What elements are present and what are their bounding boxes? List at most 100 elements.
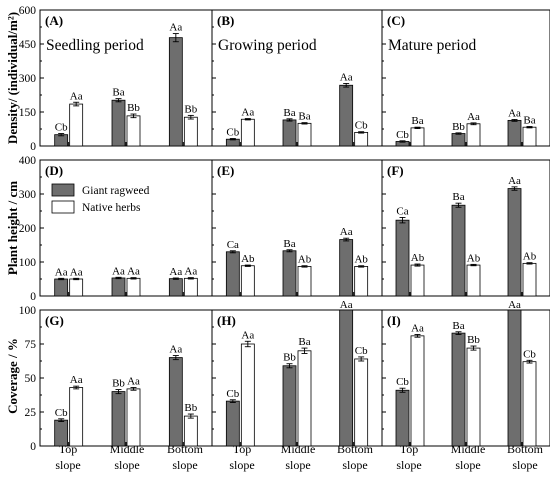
panel-label: (A) — [45, 13, 63, 28]
y-tick-label: 100 — [19, 257, 37, 269]
significance-letters: Ab — [298, 254, 312, 266]
x-label-bottom-col3-l2: slope — [512, 458, 537, 472]
x-label-top-col2-l2: slope — [229, 458, 254, 472]
bar-giant-ragweed — [507, 188, 522, 297]
significance-letters: Aa — [340, 71, 353, 83]
bar-giant-ragweed — [339, 239, 354, 297]
bar-giant-ragweed — [339, 309, 354, 447]
row-label-density: Density/ (individual/m²) — [5, 12, 20, 144]
bar-native-herbs — [466, 347, 481, 447]
bar-giant-ragweed — [225, 251, 240, 297]
legend-label-native-herbs: Native herbs — [82, 202, 141, 214]
bar-giant-ragweed — [451, 204, 466, 297]
significance-letters: Ba — [411, 115, 423, 127]
bar-native-herbs — [240, 118, 255, 147]
significance-letters: Ba — [112, 87, 124, 99]
significance-letters: Cb — [396, 129, 409, 141]
bar-giant-ragweed — [451, 133, 466, 147]
bar-giant-ragweed — [111, 391, 126, 447]
significance-letters: Bb — [184, 402, 197, 414]
panel-label: (I) — [387, 313, 401, 328]
x-label-middle-col1-l2: slope — [114, 458, 139, 472]
significance-letters: Aa — [70, 374, 83, 386]
bar-native-herbs — [69, 387, 84, 447]
bar-native-herbs — [297, 350, 312, 447]
bar-native-herbs — [522, 126, 537, 147]
y-tick-label: 50 — [25, 373, 37, 385]
significance-letters: Cb — [226, 127, 239, 139]
significance-letters: Ab — [241, 253, 255, 265]
significance-letters: Bb — [112, 378, 125, 390]
significance-letters: Bb — [127, 102, 140, 114]
legend-swatch-giant-ragweed — [51, 183, 75, 197]
bar-native-herbs — [183, 415, 198, 447]
bar-giant-ragweed — [395, 219, 410, 297]
bar-giant-ragweed — [168, 278, 183, 297]
significance-letters: Ab — [354, 254, 368, 266]
significance-letters: Aa — [169, 344, 182, 356]
period-title: Growing period — [218, 37, 317, 54]
significance-letters: Aa — [127, 376, 140, 388]
significance-letters: Aa — [340, 226, 353, 238]
significance-letters: Ba — [452, 320, 464, 332]
bar-native-herbs — [466, 123, 481, 147]
significance-letters: Aa — [241, 107, 254, 119]
significance-letters: Aa — [169, 22, 182, 34]
significance-letters: Ba — [283, 238, 295, 250]
bar-giant-ragweed — [54, 278, 69, 297]
significance-letters: Aa — [411, 322, 424, 334]
bar-native-herbs — [410, 264, 425, 297]
bar-giant-ragweed — [507, 309, 522, 447]
bar-native-herbs — [183, 277, 198, 297]
bar-native-herbs — [240, 343, 255, 447]
bar-native-herbs — [354, 358, 369, 447]
significance-letters: Aa — [112, 265, 125, 277]
bar-giant-ragweed — [111, 99, 126, 147]
bar-giant-ragweed — [168, 37, 183, 147]
bar-giant-ragweed — [395, 389, 410, 447]
bar-giant-ragweed — [54, 419, 69, 447]
significance-letters: Aa — [70, 90, 83, 102]
y-tick-label: 400 — [19, 155, 37, 167]
bar-native-herbs — [522, 361, 537, 447]
bar-native-herbs — [297, 122, 312, 147]
significance-letters: Cb — [396, 376, 409, 388]
row-label-plant-height: Plant height / cm — [5, 181, 20, 275]
y-tick-label: 300 — [19, 73, 37, 85]
significance-letters: Bb — [283, 352, 296, 364]
significance-letters: Cb — [355, 120, 368, 132]
bar-native-herbs — [126, 115, 141, 147]
bar-native-herbs — [183, 116, 198, 147]
significance-letters: Aa — [340, 299, 353, 311]
y-tick-label: 75 — [25, 339, 37, 351]
significance-letters: Ab — [467, 252, 481, 264]
bar-giant-ragweed — [451, 332, 466, 447]
y-tick-label: 25 — [25, 407, 37, 419]
y-tick-label: 100 — [19, 305, 37, 317]
bar-giant-ragweed — [282, 119, 297, 147]
significance-letters: Ca — [396, 205, 408, 217]
bar-native-herbs — [354, 131, 369, 147]
y-tick-label: 0 — [30, 441, 36, 453]
bar-native-herbs — [69, 103, 84, 147]
y-tick-label: 450 — [19, 39, 37, 51]
significance-letters: Ab — [411, 252, 425, 264]
legend-label-giant-ragweed: Giant ragweed — [82, 185, 150, 197]
significance-letters: Aa — [508, 107, 521, 119]
bar-native-herbs — [240, 265, 255, 297]
significance-letters: Ba — [283, 107, 295, 119]
significance-letters: Aa — [508, 175, 521, 187]
x-label-middle-col2-l2: slope — [285, 458, 310, 472]
x-label-top-col1-l2: slope — [55, 458, 80, 472]
y-tick-label: 300 — [19, 189, 37, 201]
panel-label: (E) — [217, 163, 234, 178]
panel-label: (F) — [387, 163, 404, 178]
significance-letters: Ba — [452, 191, 464, 203]
y-tick-label: 600 — [19, 5, 37, 17]
panel-label: (G) — [45, 313, 64, 328]
